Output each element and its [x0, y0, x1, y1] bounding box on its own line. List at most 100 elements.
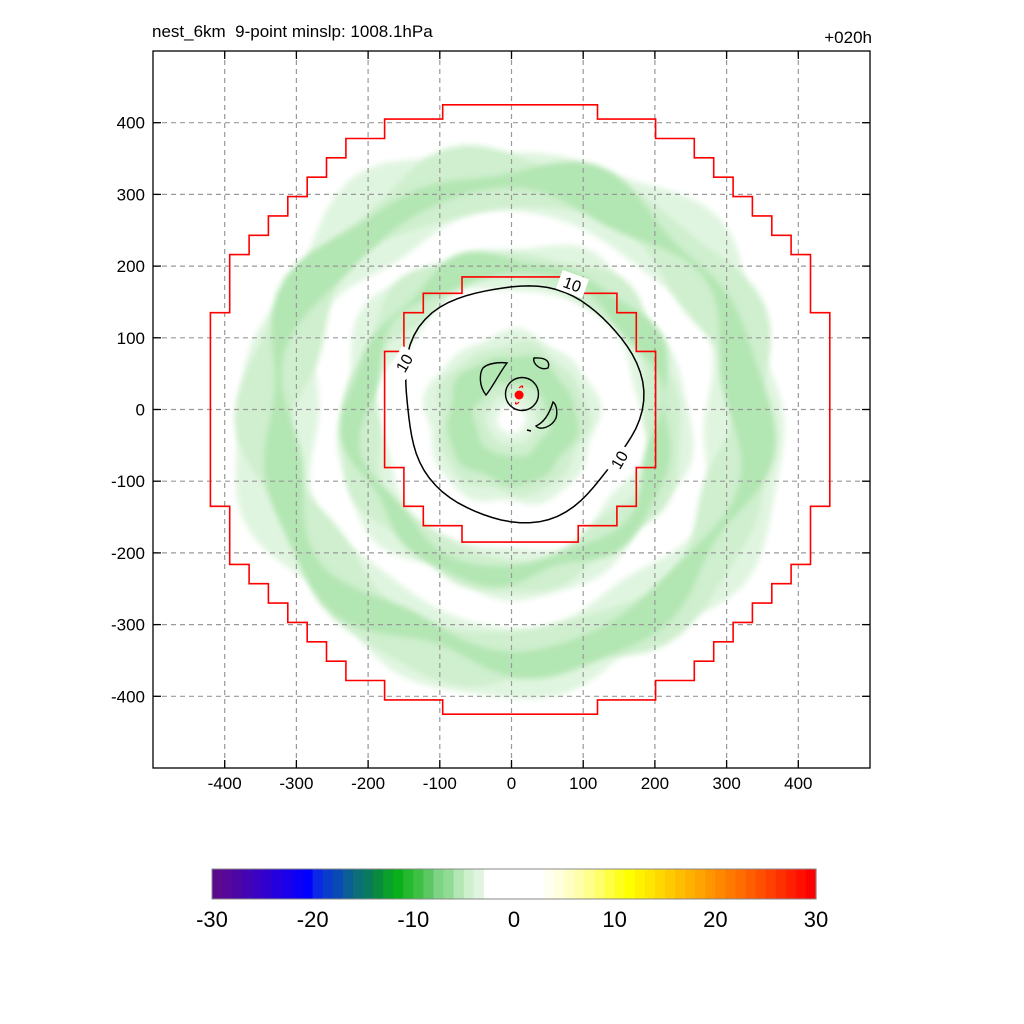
- colorbar-segment: [292, 869, 304, 899]
- x-tick-label: -400: [208, 774, 242, 793]
- colorbar-segment: [463, 869, 475, 899]
- colorbar-segment: [685, 869, 696, 899]
- colorbar-tick-label: -30: [196, 907, 228, 932]
- colorbar-segment: [544, 869, 555, 899]
- colorbar-segment: [473, 869, 485, 899]
- contour-label: 10: [561, 274, 584, 296]
- colorbar-segment: [443, 869, 455, 899]
- colorbar-segment: [212, 869, 223, 899]
- contour-label: 10: [609, 448, 633, 472]
- colorbar-segment: [564, 869, 575, 899]
- colorbar-segment: [725, 869, 737, 899]
- x-tick-label: 300: [712, 774, 740, 793]
- colorbar-segment: [373, 869, 384, 899]
- hurricane-icon-arm: [514, 401, 520, 405]
- y-tick-label: 300: [117, 185, 145, 204]
- shaded-ring-middle-ring: [336, 244, 694, 601]
- colorbar-segment: [342, 869, 354, 899]
- colorbar-segment: [695, 869, 706, 899]
- shaded-field: [234, 145, 785, 699]
- colorbar-segment: [242, 869, 253, 899]
- colorbar-segment: [594, 869, 606, 899]
- colorbar-segment: [795, 869, 807, 899]
- colorbar-segment: [423, 869, 435, 899]
- contour-line-10: [404, 285, 645, 524]
- colorbar-segment: [232, 869, 243, 899]
- colorbar-segment: [222, 869, 233, 899]
- grid-lines: [153, 51, 870, 768]
- shaded-ring-outer-ring: [235, 152, 785, 699]
- colorbar-segment: [755, 869, 767, 899]
- colorbar-segment: [675, 869, 686, 899]
- colorbar-segment: [272, 869, 284, 899]
- colorbar-segment: [735, 869, 747, 899]
- boundary-outer-nest: [209, 104, 831, 715]
- y-tick-label: -100: [111, 472, 145, 491]
- colorbar-segment: [805, 869, 817, 899]
- x-tick-label: -200: [351, 774, 385, 793]
- colorbar-segment: [322, 869, 334, 899]
- y-tick-label: -200: [111, 544, 145, 563]
- colorbar-segment: [584, 869, 596, 899]
- colorbar-frame: [211, 868, 817, 900]
- colorbar-segment: [665, 869, 676, 899]
- colorbar-tick-label: -20: [297, 907, 329, 932]
- boundary-inner-nest: [383, 276, 657, 543]
- colorbar-segment: [644, 869, 656, 899]
- x-tick-label: 400: [784, 774, 812, 793]
- colorbar-segment: [393, 869, 404, 899]
- colorbar-segment: [262, 869, 273, 899]
- y-tick-label: -400: [111, 687, 145, 706]
- contour-label-bg: [388, 345, 420, 381]
- colorbar-segment: [574, 869, 586, 899]
- tick-labels: -400 -300 -200 -100 0 100 200 300 40040030020010…: [111, 114, 813, 793]
- colorbar-segment: [775, 869, 787, 899]
- colorbar-segment: [604, 869, 616, 899]
- x-tick-label: 100: [569, 774, 597, 793]
- colorbar-segment: [483, 869, 495, 899]
- colorbar-segment: [745, 869, 757, 899]
- contour-line-inner: [534, 400, 558, 429]
- colorbar-segment: [634, 869, 646, 899]
- colorbar-segment: [433, 869, 445, 899]
- colorbar-segment: [524, 869, 535, 899]
- y-tick-label: 200: [117, 257, 145, 276]
- contour-line-inner: [533, 357, 550, 370]
- y-tick-label: 400: [117, 114, 145, 133]
- y-tick-label: -300: [111, 616, 145, 635]
- chart-title: nest_6km 9-point minslp: 1008.1hPa: [152, 22, 433, 41]
- colorbar-tick-label: 30: [804, 907, 828, 932]
- colorbar-segment: [785, 869, 797, 899]
- colorbar-segment: [503, 869, 515, 899]
- colorbar-segment: [352, 869, 364, 899]
- colorbar-segment: [383, 869, 394, 899]
- y-tick-label: 0: [136, 401, 145, 420]
- colorbar-tick-label: 20: [703, 907, 727, 932]
- colorbar-segment: [453, 869, 465, 899]
- colorbar-segment: [705, 869, 716, 899]
- colorbar-segment: [765, 869, 777, 899]
- colorbar-segment: [715, 869, 726, 899]
- colorbar-segment: [514, 869, 525, 899]
- x-tick-label: -100: [423, 774, 457, 793]
- colorbar-tick-label: 10: [602, 907, 626, 932]
- contour-line-eye: [504, 376, 540, 412]
- hurricane-icon: [514, 390, 524, 400]
- colorbar-segment: [363, 869, 374, 899]
- contour-lines: 10 10 10: [388, 269, 645, 524]
- colorbar-segment: [302, 869, 314, 899]
- contour-label: 10: [393, 352, 417, 376]
- x-tick-label: 200: [641, 774, 669, 793]
- colorbar-segment: [654, 869, 666, 899]
- colorbar-segment: [624, 869, 636, 899]
- colorbar-segment: [413, 869, 424, 899]
- axis-ticks: [153, 51, 870, 768]
- forecast-hour-label: +020h: [824, 28, 872, 47]
- x-tick-label: 0: [507, 774, 516, 793]
- x-tick-label: -300: [279, 774, 313, 793]
- contour-label-bg: [555, 269, 590, 299]
- domain-boundaries: [209, 104, 831, 715]
- colorbar: -30 -20 -10 0 10 20 30: [196, 868, 828, 932]
- colorbar-segment: [403, 869, 414, 899]
- contour-label-bg: [603, 442, 635, 477]
